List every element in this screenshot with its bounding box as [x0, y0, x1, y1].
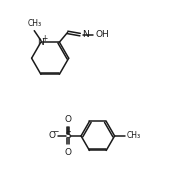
Text: O: O	[48, 131, 55, 140]
Text: S: S	[65, 131, 71, 140]
Text: OH: OH	[96, 30, 109, 39]
Text: O: O	[64, 115, 71, 124]
Text: N: N	[82, 30, 89, 39]
Text: N: N	[38, 38, 44, 47]
Text: O: O	[64, 148, 71, 157]
Text: +: +	[42, 35, 48, 44]
Text: −: −	[53, 128, 59, 137]
Text: CH₃: CH₃	[127, 131, 141, 140]
Text: CH₃: CH₃	[27, 19, 41, 28]
